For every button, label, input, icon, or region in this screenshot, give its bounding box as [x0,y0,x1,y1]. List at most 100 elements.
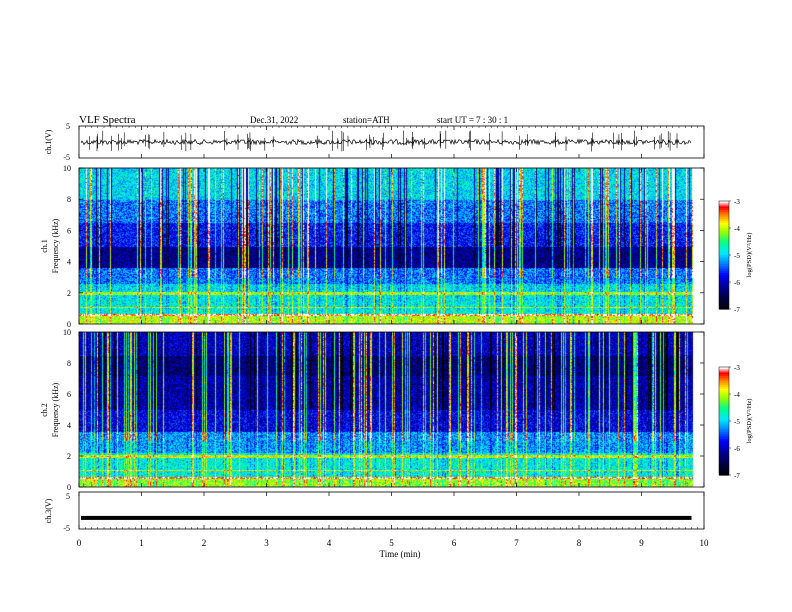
ch2-spectrogram-image [79,332,704,487]
colorbar-segment [719,372,729,375]
colorbar-segment [719,237,729,240]
colorbar-tick-label: -6 [734,279,740,287]
colorbar-segment [719,269,729,272]
colorbar-segment [719,251,729,254]
colorbar-segment [719,367,729,370]
colorbar-segment [719,449,729,453]
colorbar-label: log(PSD)(V²/Hz) [746,233,753,278]
colorbar-segment [719,233,729,236]
x-tick-label: 0 [77,538,82,548]
colorbar-segment [719,428,729,431]
colorbar-segment [719,235,729,238]
colorbar-segment [719,307,729,310]
spec-ytick-label: 10 [63,328,71,337]
colorbar-segment [719,458,729,462]
spec-ytick-label: 8 [67,359,71,368]
colorbar-segment [719,278,729,281]
spec-ytick-label: 0 [67,483,71,492]
colorbar-segment [719,208,729,211]
station-label: station=ATH [343,115,390,125]
x-tick-label: 5 [389,538,394,548]
x-tick-label: 9 [639,538,644,548]
ch2-colorbar: -3 -4 -5 -6 -7 log(PSD)(V²/Hz) [718,364,753,480]
colorbar-segment [719,262,729,265]
colorbar-segment [719,370,729,373]
colorbar-segment [719,457,729,460]
colorbar-segment [719,253,729,256]
colorbar-tick-label: -4 [734,391,740,399]
colorbar-tick-label: -3 [734,364,740,372]
x-tick-label: 7 [514,538,519,548]
colorbar-segment [719,376,729,379]
x-axis-label: Time (min) [380,549,421,559]
colorbar-segment [719,211,729,215]
colorbar-segment [719,462,729,465]
colorbar-segment [719,413,729,417]
colorbar-segment [719,455,729,458]
colorbar-segment [719,229,729,233]
colorbar-segment [719,419,729,422]
colorbar-segment [719,448,729,451]
x-tick-label: 1 [139,538,144,548]
colorbar-segment [719,408,729,411]
ch1-spec-ylabel-channel: ch.1 [40,239,49,253]
colorbar-segment [719,213,729,216]
colorbar-segment [719,238,729,242]
colorbar-tick-label: -5 [734,252,740,260]
colorbar-segment [719,386,729,390]
colorbar-segment [719,224,729,227]
x-tick-label: 2 [202,538,207,548]
colorbar-tick-label: -3 [734,198,740,206]
colorbar-segment [719,244,729,247]
chart-title: VLF Spectra [79,114,136,126]
colorbar-segment [719,388,729,391]
colorbar-segment [719,430,729,433]
colorbar-segment [719,433,729,436]
spec-ytick-label: 6 [67,390,71,399]
colorbar-segment [719,273,729,276]
ch3-waveform-panel: 5 -5 ch.3(V) [44,491,705,533]
spec-ytick-label: 2 [67,289,71,298]
colorbar-segment [719,220,729,224]
colorbar-segment [719,287,729,290]
colorbar-segment [719,399,729,402]
spec-ytick-label: 4 [67,258,71,267]
ch1-spectrogram-yticks: 0 2 4 6 8 10 [63,164,704,329]
colorbar-segment [719,410,729,413]
colorbar-segment [719,406,729,409]
spec-ytick-label: 8 [67,195,71,204]
ch1-ylabel: ch.1(V) [44,129,53,154]
colorbar-segment [719,417,729,420]
colorbar-tick-label: -6 [734,445,740,453]
colorbar-segment [719,282,729,285]
colorbar-segment [719,385,729,388]
colorbar-segment [719,442,729,445]
colorbar-segment [719,204,729,207]
colorbar-segment [719,215,729,218]
colorbar-segment [719,421,729,424]
colorbar-segment [719,440,729,444]
colorbar-segment [719,305,729,308]
ch1-ytick-top: 5 [66,122,70,131]
colorbar-segment [719,301,729,305]
spec-ytick-label: 4 [67,421,71,430]
spec-ytick-label: 6 [67,226,71,235]
colorbar-segment [719,258,729,261]
colorbar-segment [719,271,729,274]
colorbar-segment [719,439,729,442]
colorbar-segment [719,260,729,263]
colorbar-segment [719,222,729,225]
colorbar-segment [719,291,729,294]
colorbar-segment [719,285,729,288]
colorbar-segment [719,424,729,427]
colorbar-segment [719,294,729,297]
colorbar-segment [719,226,729,229]
colorbar-segment [719,283,729,287]
ch1-waveform-trace [80,138,692,146]
colorbar-segment [719,201,729,204]
colorbar-segment [719,446,729,449]
ch3-ytick-bottom: -5 [63,524,70,533]
colorbar-segment [719,274,729,278]
date-label: Dec.31, 2022 [250,115,298,125]
colorbar-tick-label: -4 [734,225,740,233]
